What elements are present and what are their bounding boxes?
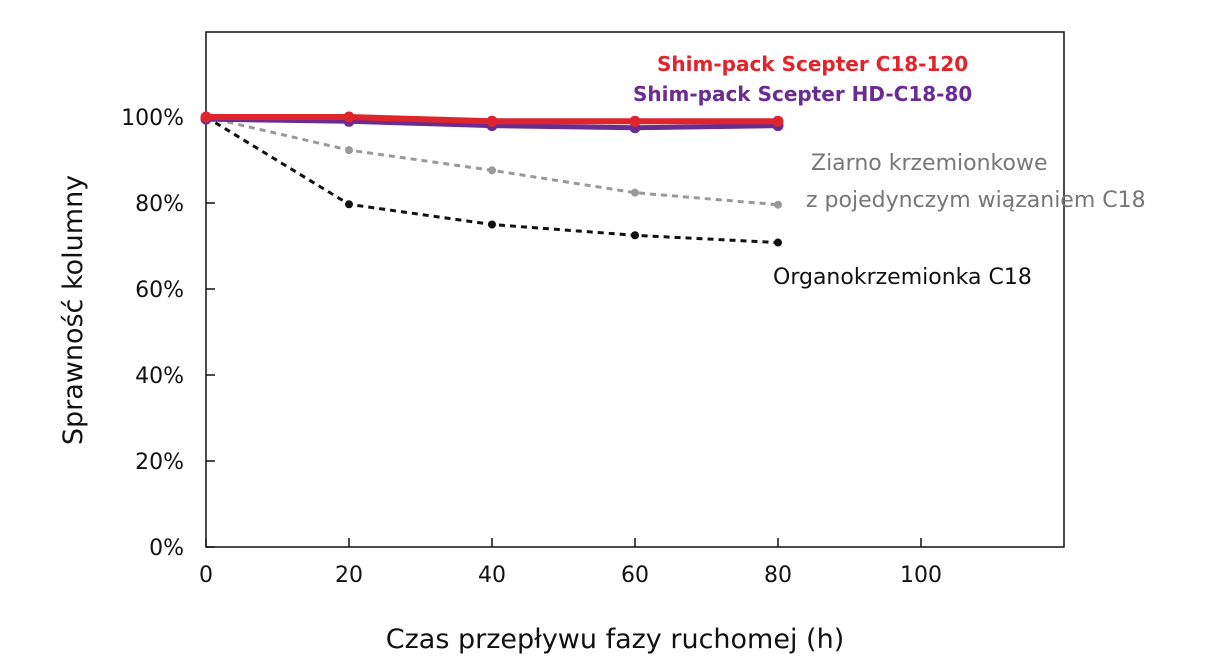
x-tick-label: 100 [900, 563, 942, 588]
data-point [774, 200, 782, 209]
data-point [772, 115, 784, 127]
annotation-organo: Organokrzemionka C18 [773, 265, 1032, 290]
x-tick-label: 40 [478, 563, 506, 588]
data-point [631, 188, 639, 197]
x-tick-label: 20 [335, 563, 363, 588]
x-tick-label: 60 [621, 563, 649, 588]
y-tick-label: 60% [135, 278, 184, 303]
data-point [774, 238, 782, 247]
data-point [488, 166, 496, 175]
legend-label-hd-c18-80: Shim-pack Scepter HD-C18-80 [633, 82, 972, 106]
series-layer [200, 111, 784, 247]
data-point [345, 200, 353, 209]
data-point [629, 115, 641, 127]
y-tick-label: 100% [121, 106, 184, 131]
annotation-silica-line2: z pojedynczym wiązaniem C18 [806, 188, 1146, 213]
x-tick-label: 0 [199, 563, 213, 588]
data-point [486, 115, 498, 127]
y-tick-label: 0% [149, 536, 184, 561]
y-tick-label: 80% [135, 192, 184, 217]
y-axis-title: Sprawność kolumny [58, 175, 89, 445]
annotation-silica-line1: Ziarno krzemionkowe [811, 151, 1047, 176]
data-point [200, 111, 212, 123]
legend-label-c18-120: Shim-pack Scepter C18-120 [657, 52, 968, 76]
x-tick-label: 80 [764, 563, 792, 588]
x-axis-title: Czas przepływu fazy ruchomej (h) [386, 624, 844, 655]
data-point [345, 146, 353, 155]
y-axis: 0% 20% 40% 60% 80% 100% [121, 106, 215, 561]
x-axis: 0 20 40 60 80 100 [199, 538, 942, 588]
data-point [488, 220, 496, 229]
y-tick-label: 40% [135, 364, 184, 389]
data-point [631, 231, 639, 240]
data-point [343, 111, 355, 123]
y-tick-label: 20% [135, 450, 184, 475]
